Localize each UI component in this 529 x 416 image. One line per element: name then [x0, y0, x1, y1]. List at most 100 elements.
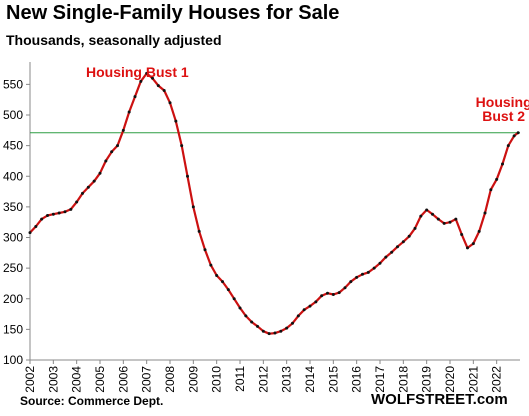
annotation-0: Housing Bust 1: [86, 64, 189, 80]
annotation-2: Bust 2: [482, 108, 525, 124]
data-point: [168, 101, 172, 105]
data-point: [314, 300, 318, 304]
data-point: [98, 171, 102, 175]
data-point: [40, 217, 44, 221]
brand-logo-text: WOLFSTREET.com: [371, 391, 508, 408]
data-point: [512, 134, 516, 138]
data-point: [86, 185, 90, 189]
x-tick-label: 2011: [233, 366, 247, 392]
data-point: [448, 220, 452, 224]
data-point: [401, 240, 405, 244]
data-point: [516, 131, 520, 135]
data-point: [51, 212, 55, 216]
data-point: [174, 119, 178, 123]
data-point: [326, 291, 329, 295]
chart-subtitle: Thousands, seasonally adjusted: [6, 32, 222, 48]
x-tick-label: 2006: [116, 366, 130, 393]
data-point: [436, 217, 440, 221]
data-point: [349, 280, 353, 284]
data-point: [419, 214, 423, 218]
data-point: [320, 294, 324, 298]
x-tick-label: 2021: [466, 366, 480, 393]
y-tick-label: 100: [3, 353, 23, 367]
data-point: [407, 234, 411, 238]
x-tick-label: 2008: [163, 366, 177, 393]
data-point: [232, 297, 236, 301]
data-point: [256, 324, 259, 328]
data-point: [308, 304, 312, 308]
data-point: [501, 162, 504, 166]
data-point: [471, 242, 475, 246]
data-point: [372, 266, 376, 270]
data-point: [378, 261, 382, 265]
data-point: [191, 205, 195, 209]
x-tick-label: 2010: [210, 366, 224, 393]
y-tick-label: 550: [3, 77, 23, 91]
data-point: [197, 229, 201, 233]
data-point: [57, 211, 61, 215]
data-point: [390, 250, 394, 254]
data-point: [296, 314, 300, 318]
x-tick-label: 2004: [70, 366, 84, 393]
data-point: [337, 291, 341, 295]
data-point: [366, 270, 370, 274]
y-tick-label: 150: [3, 322, 23, 336]
x-tick-label: 2016: [350, 366, 364, 393]
data-point: [92, 179, 96, 183]
annotation-1: Housing: [476, 94, 529, 110]
data-point: [279, 329, 283, 333]
data-point: [28, 231, 32, 235]
data-point: [226, 288, 230, 292]
data-point: [442, 221, 446, 225]
data-point: [396, 245, 399, 249]
x-tick-label: 2014: [303, 366, 317, 393]
y-tick-label: 500: [3, 108, 23, 122]
x-tick-label: 2003: [46, 366, 60, 393]
x-tick-label: 2020: [443, 366, 457, 393]
data-point: [110, 150, 114, 154]
y-tick-label: 350: [3, 200, 23, 214]
data-point: [133, 95, 137, 99]
x-tick-label: 2013: [280, 366, 294, 393]
data-point: [285, 326, 289, 330]
x-tick-label: 2012: [256, 366, 270, 393]
data-point: [454, 217, 458, 221]
data-point: [302, 308, 306, 312]
x-tick-label: 2002: [23, 366, 37, 393]
data-point: [460, 232, 464, 236]
data-point: [244, 314, 248, 318]
data-point: [361, 272, 364, 276]
data-point: [221, 280, 224, 284]
data-point: [495, 177, 499, 181]
data-point: [431, 212, 434, 216]
data-point: [273, 331, 277, 335]
x-tick-label: 2005: [93, 366, 107, 393]
data-point: [186, 174, 189, 178]
x-tick-label: 2017: [373, 366, 387, 393]
y-tick-label: 450: [3, 139, 23, 153]
data-point: [75, 200, 79, 204]
data-point: [145, 71, 149, 75]
x-tick-label: 2015: [326, 366, 340, 393]
data-point: [162, 89, 166, 92]
y-tick-label: 200: [3, 292, 23, 306]
data-point: [413, 226, 417, 230]
data-point: [209, 263, 213, 267]
source-note: Source: Commerce Dept.: [20, 394, 164, 408]
data-point: [250, 320, 254, 324]
data-point: [180, 144, 184, 148]
data-point: [291, 321, 294, 325]
data-point: [81, 191, 84, 195]
data-point: [425, 208, 429, 212]
data-point: [483, 211, 487, 215]
y-tick-label: 300: [3, 231, 23, 245]
y-tick-label: 400: [3, 169, 23, 183]
data-point: [63, 210, 67, 214]
data-point: [156, 84, 160, 88]
data-point: [203, 248, 207, 252]
data-point: [116, 144, 119, 148]
data-point: [104, 159, 108, 163]
data-point: [46, 213, 49, 217]
